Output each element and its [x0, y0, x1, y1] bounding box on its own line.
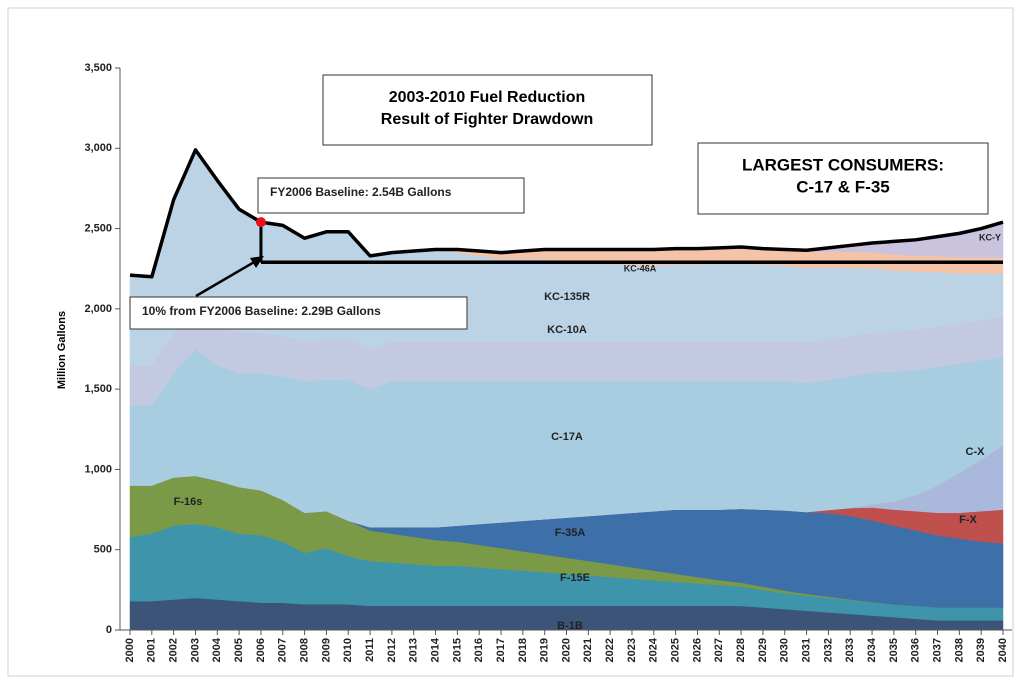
- x-tick-label: 2030: [779, 638, 791, 662]
- x-tick-label: 2012: [386, 638, 398, 662]
- x-tick-label: 2015: [451, 638, 463, 662]
- x-tick-label: 2016: [473, 638, 485, 662]
- consumers-note: LARGEST CONSUMERS:: [742, 155, 944, 174]
- x-tick-label: 2011: [364, 638, 376, 662]
- consumers-note: C-17 & F-35: [796, 177, 890, 196]
- series-label: B-1B: [557, 620, 583, 632]
- x-tick-label: 2013: [408, 638, 420, 662]
- series-label: KC-46A: [624, 263, 657, 273]
- x-tick-label: 2005: [233, 638, 245, 662]
- y-tick-label: 2,500: [84, 222, 112, 234]
- x-tick-label: 2025: [670, 638, 682, 662]
- baseline-note: FY2006 Baseline: 2.54B Gallons: [270, 185, 452, 199]
- overlay: 2003-2010 Fuel Reduction Result of Fight…: [56, 74, 989, 389]
- arrow: [195, 259, 257, 298]
- series-label: KC-10A: [547, 324, 587, 336]
- x-tick-label: 2003: [189, 638, 201, 662]
- x-tick-label: 2019: [539, 638, 551, 662]
- y-tick-label: 1,000: [84, 463, 112, 475]
- x-tick-label: 2006: [255, 638, 267, 662]
- series-label: F-16s: [174, 496, 203, 508]
- x-tick-label: 2000: [124, 638, 136, 662]
- x-tick-label: 2033: [844, 638, 856, 662]
- y-tick-label: 500: [94, 544, 112, 556]
- x-tick-label: 2029: [757, 638, 769, 662]
- series-label: F-35A: [555, 527, 586, 539]
- frame: [7, 7, 1014, 677]
- chart-title: 2003-2010 Fuel Reduction: [389, 89, 586, 106]
- x-tick-label: 2001: [146, 638, 158, 662]
- x-tick-label: 2040: [997, 638, 1009, 662]
- x-tick-label: 2034: [866, 637, 878, 662]
- x-tick-label: 2023: [626, 638, 638, 662]
- arrow-head: [250, 256, 264, 268]
- series-label: F-15E: [560, 572, 590, 584]
- baseline-box: [257, 177, 525, 214]
- y-tick-label: 1,500: [84, 383, 112, 395]
- x-tick-label: 2027: [713, 638, 725, 662]
- total-line: [129, 148, 1004, 279]
- y-tick-label: 3,500: [84, 62, 112, 74]
- plot-area: 0 500 1,000 1,500 2,000 2,500 3,000 3,500 2000 20…: [84, 62, 1012, 662]
- x-tick-label: 2026: [691, 638, 703, 662]
- x-tick-label: 2014: [429, 637, 441, 662]
- x-tick-label: 2036: [910, 638, 922, 662]
- x-tick-label: 2020: [560, 638, 572, 662]
- x-tick-label: 2010: [342, 638, 354, 662]
- title-box: [322, 74, 653, 146]
- x-tick-label: 2008: [299, 638, 311, 662]
- x-tick-label: 2028: [735, 638, 747, 662]
- x-tick-label: 2018: [517, 638, 529, 662]
- target-note: 10% from FY2006 Baseline: 2.29B Gallons: [142, 304, 381, 318]
- x-tick-label: 2039: [975, 638, 987, 662]
- x-tick-label: 2021: [582, 638, 594, 662]
- chart-title: Result of Fighter Drawdown: [381, 111, 593, 128]
- consumers-box: [697, 142, 989, 215]
- x-tick-label: 2037: [931, 638, 943, 662]
- series-label: KC-135R: [544, 291, 590, 303]
- x-tick-label: 2031: [800, 638, 812, 662]
- series-label: C-X: [966, 446, 986, 458]
- x-tick-label: 2009: [320, 638, 332, 662]
- x-tick-label: 2007: [277, 638, 289, 662]
- y-axis-label: Million Gallons: [56, 311, 68, 389]
- series-label: F-X: [959, 514, 977, 526]
- baseline-marker: [255, 217, 266, 228]
- series-label: C-17A: [551, 431, 583, 443]
- x-tick-label: 2035: [888, 638, 900, 662]
- series-label: KC-Y: [979, 232, 1001, 242]
- x-tick-label: 2032: [822, 638, 834, 662]
- y-tick-label: 3,000: [84, 142, 112, 154]
- x-tick-label: 2004: [211, 637, 223, 662]
- x-tick-label: 2002: [168, 638, 180, 662]
- y-tick-label: 0: [106, 624, 112, 636]
- target-box: [129, 296, 468, 330]
- y-tick-label: 2,000: [84, 303, 112, 315]
- x-tick-label: 2024: [648, 637, 660, 662]
- x-tick-label: 2017: [495, 638, 507, 662]
- x-tick-label: 2022: [604, 638, 616, 662]
- x-tick-label: 2038: [953, 638, 965, 662]
